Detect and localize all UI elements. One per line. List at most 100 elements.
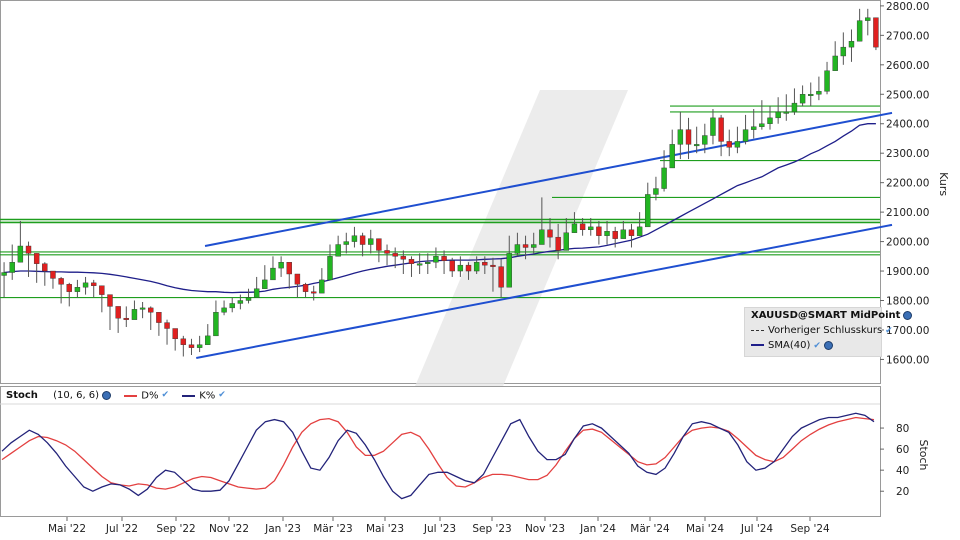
- check-icon[interactable]: ✔: [218, 390, 226, 400]
- candle-body: [294, 273, 301, 285]
- candle-body: [262, 279, 268, 289]
- candle-body: [17, 245, 24, 263]
- date-tick-label: Nov '22: [209, 523, 249, 535]
- candle-body: [180, 338, 187, 345]
- candle-body: [229, 303, 235, 309]
- stoch-header: Stoch (10, 6, 6) D% ✔ K% ✔: [0, 387, 900, 404]
- price-tick-label: 2000.00: [886, 237, 929, 249]
- candle-body: [775, 111, 781, 119]
- candle-body: [9, 262, 15, 273]
- globe-icon[interactable]: [823, 340, 833, 350]
- price-tick-label: 1800.00: [886, 296, 929, 308]
- date-tick-label: Mär '24: [630, 523, 670, 535]
- date-tick-label: Jan '23: [264, 523, 301, 535]
- date-tick-label: Mai '23: [366, 523, 404, 535]
- candle-body: [473, 262, 480, 272]
- candle-body: [425, 262, 431, 264]
- candle-body: [791, 102, 798, 113]
- stoch-params: (10, 6, 6): [53, 390, 100, 402]
- date-tick-label: Nov '23: [525, 523, 565, 535]
- candle-body: [588, 226, 594, 231]
- stoch-axis-title: Stoch: [917, 439, 930, 470]
- candle-body: [302, 284, 309, 292]
- legend-prev-close: Vorheriger Schlusskurs: [768, 325, 883, 336]
- candle-body: [148, 307, 154, 313]
- candle-body: [718, 117, 724, 142]
- candle-body: [482, 262, 488, 266]
- price-tick-label: 2500.00: [886, 89, 929, 101]
- k-line-icon: [182, 394, 196, 397]
- price-tick-label: 2600.00: [886, 60, 929, 72]
- candle-body: [555, 236, 561, 251]
- candle-body: [645, 194, 651, 228]
- candle-body: [702, 135, 708, 145]
- candle-body: [726, 141, 732, 148]
- candle-body: [856, 20, 863, 42]
- candle-body: [99, 285, 105, 295]
- candle-body: [441, 256, 447, 261]
- candle-body: [107, 294, 113, 307]
- candle-body: [685, 129, 692, 145]
- stoch-k-label: K%: [199, 390, 216, 401]
- price-legend: XAUUSD@SMART MidPoint Vorheriger Schluss…: [744, 307, 913, 357]
- candle-body: [82, 282, 89, 288]
- candle-body: [636, 226, 643, 236]
- candle-body: [824, 70, 830, 92]
- candle-body: [319, 279, 325, 294]
- candle-body: [123, 317, 129, 320]
- stoch-tick-label: 80: [896, 423, 909, 435]
- price-tick-label: 2200.00: [886, 178, 929, 190]
- candle-body: [661, 167, 667, 189]
- stoch-d-label: D%: [141, 390, 159, 401]
- candle-body: [335, 244, 341, 257]
- candle-body: [742, 129, 749, 142]
- check-icon[interactable]: ✔: [161, 390, 169, 400]
- date-tick-label: Sep '22: [156, 523, 195, 535]
- stoch-tick-label: 60: [896, 444, 909, 456]
- sma-line-icon: [751, 344, 764, 346]
- candle-body: [327, 256, 333, 281]
- candle-body: [840, 46, 847, 57]
- candle-body: [42, 263, 48, 272]
- date-tick-label: Mai '24: [686, 523, 724, 535]
- candle-body: [563, 232, 569, 251]
- candle-body: [604, 231, 610, 236]
- price-tick-label: 2300.00: [886, 148, 929, 160]
- candle-body: [767, 117, 773, 124]
- candle-body: [205, 335, 211, 345]
- check-icon[interactable]: ✔: [813, 341, 821, 351]
- candle-body: [865, 17, 871, 21]
- candle-body: [115, 306, 121, 319]
- stoch-tick-label: 40: [896, 465, 909, 477]
- candle-body: [74, 287, 81, 292]
- date-tick-label: Mai '22: [48, 523, 86, 535]
- date-tick-label: Sep '23: [472, 523, 511, 535]
- candle-body: [734, 141, 741, 148]
- candle-body: [237, 300, 244, 304]
- candle-body: [449, 260, 455, 272]
- candle-body: [816, 91, 822, 95]
- candle-body: [131, 309, 138, 320]
- candle-body: [245, 297, 252, 301]
- globe-icon[interactable]: [903, 310, 913, 320]
- candle-body: [693, 144, 700, 147]
- candle-body: [612, 231, 618, 239]
- stoch-panel: 20 40 60 80 Stoch: [0, 386, 930, 517]
- globe-icon[interactable]: [102, 391, 112, 401]
- stoch-tick-label: 20: [896, 486, 909, 498]
- candle-body: [416, 263, 423, 266]
- check-icon[interactable]: ✔: [885, 326, 893, 336]
- candle-body: [677, 129, 684, 145]
- candle-body: [156, 312, 162, 323]
- candle-body: [571, 223, 578, 233]
- candle-body: [213, 312, 219, 337]
- candle-body: [400, 256, 407, 260]
- candle-body: [457, 264, 464, 272]
- candle-body: [783, 111, 789, 114]
- price-tick-label: 2400.00: [886, 119, 929, 131]
- candle-body: [221, 307, 227, 313]
- price-tick-label: 2800.00: [886, 1, 929, 13]
- candle-body: [579, 223, 586, 231]
- candle-body: [506, 253, 512, 288]
